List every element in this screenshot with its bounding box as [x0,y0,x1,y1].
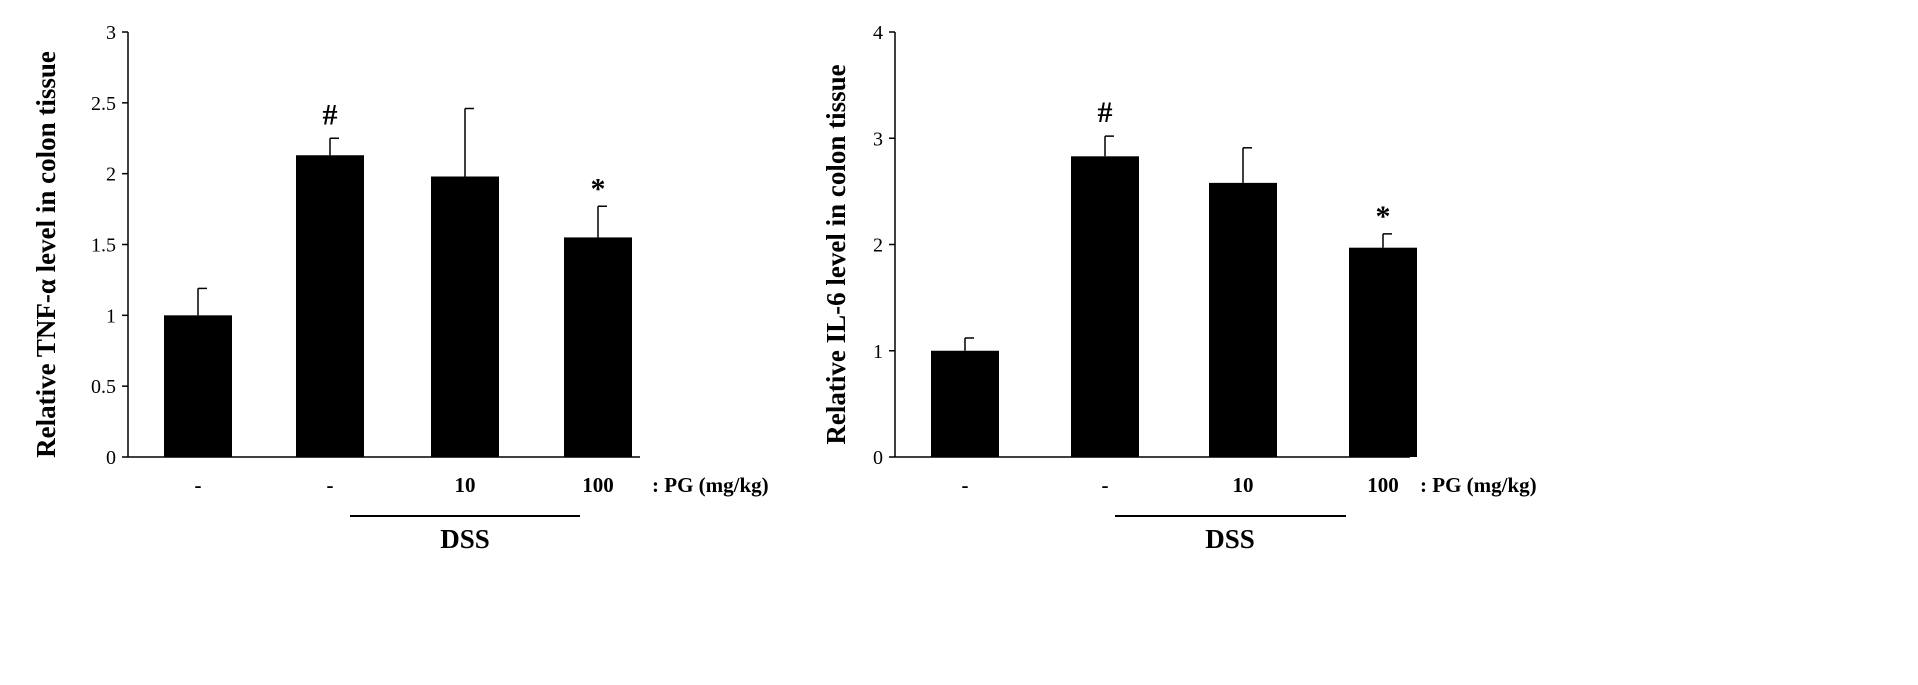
category-label: - [195,473,202,497]
group-label: DSS [1205,524,1255,554]
tnf-alpha-chart: 0 0.5 1 1.5 2 2.5 3 Relative TNF-α level in col… [31,22,769,554]
category-label: 100 [1367,473,1399,497]
category-label: - [1102,473,1109,497]
significance-mark: * [591,172,606,205]
y-tick-label: 3 [106,22,116,44]
bar [1349,247,1417,457]
significance-mark: * [1376,200,1391,233]
il6-chart: 0 1 2 3 4 Relative IL-6 level in colon tissue… [821,22,1537,554]
y-tick-label: 0.5 [91,376,116,398]
bar [296,155,364,457]
bar [1071,156,1139,457]
category-label: - [327,473,334,497]
x-axis-label: : PG (mg/kg) [1420,473,1537,497]
bar [164,315,232,457]
y-tick-label: 2 [873,235,883,257]
bar [1209,182,1277,457]
bar [431,176,499,457]
y-tick-label: 0 [106,447,116,469]
y-tick-label: 4 [873,22,883,44]
y-tick-label: 2 [106,164,116,186]
y-tick-label: 0 [873,447,883,469]
category-label: 100 [582,473,614,497]
y-tick-label: 2.5 [91,93,116,115]
significance-mark: # [323,98,338,131]
y-tick-label: 3 [873,128,883,150]
category-label: - [962,473,969,497]
y-axis-label: Relative IL-6 level in colon tissue [821,64,851,444]
bar [931,350,999,457]
significance-mark: # [1098,96,1113,129]
y-tick-label: 1 [106,305,116,327]
category-label: 10 [455,473,476,497]
y-tick-label: 1 [873,341,883,363]
y-axis-label: Relative TNF-α level in colon tissue [31,51,61,458]
category-label: 10 [1233,473,1254,497]
y-tick-label: 1.5 [91,235,116,257]
group-label: DSS [440,524,490,554]
x-axis-label: : PG (mg/kg) [652,473,769,497]
bar [564,237,632,457]
